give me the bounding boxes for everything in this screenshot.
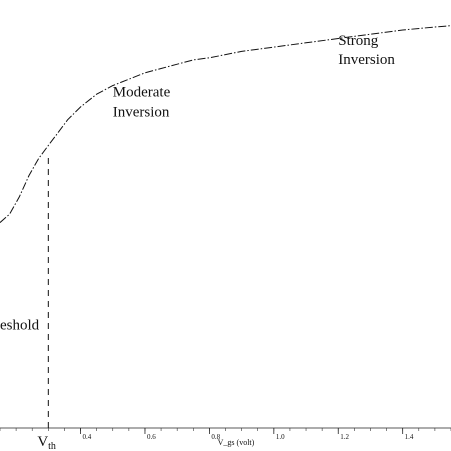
x-axis-title: V_gs (volt) <box>218 438 255 447</box>
annotation-moderate-line-2: Inversion <box>113 104 170 120</box>
annotation-strong-line-2: Inversion <box>338 52 395 68</box>
x-tick-label: 0.8 <box>211 433 220 441</box>
x-tick-label: 1.2 <box>340 433 349 441</box>
x-tick-label: 1.0 <box>276 433 285 441</box>
annotation-moderate-line-1: Moderate <box>113 84 171 100</box>
annotation-threshold: eshold <box>0 318 40 334</box>
annotation-strong-line-1: Strong <box>338 33 379 49</box>
annotation-moderate-inversion: Moderate Inversion <box>113 84 174 120</box>
x-tick-label: 0.4 <box>83 433 92 441</box>
threshold-voltage-main: V <box>37 434 48 450</box>
threshold-voltage-label: Vth <box>37 434 56 451</box>
x-axis-minor-ticks <box>0 428 451 431</box>
annotation-threshold-line-1: eshold <box>0 318 40 334</box>
threshold-voltage-sub: th <box>48 441 56 451</box>
x-axis-ticks <box>80 428 404 434</box>
annotation-strong-inversion: Strong Inversion <box>338 33 395 68</box>
series-line <box>0 25 451 223</box>
x-tick-label: 0.6 <box>147 433 156 441</box>
x-axis-tick-labels: 0.4 0.6 0.8 1.0 1.2 1.4 <box>83 433 414 441</box>
x-tick-label: 1.4 <box>405 433 414 441</box>
